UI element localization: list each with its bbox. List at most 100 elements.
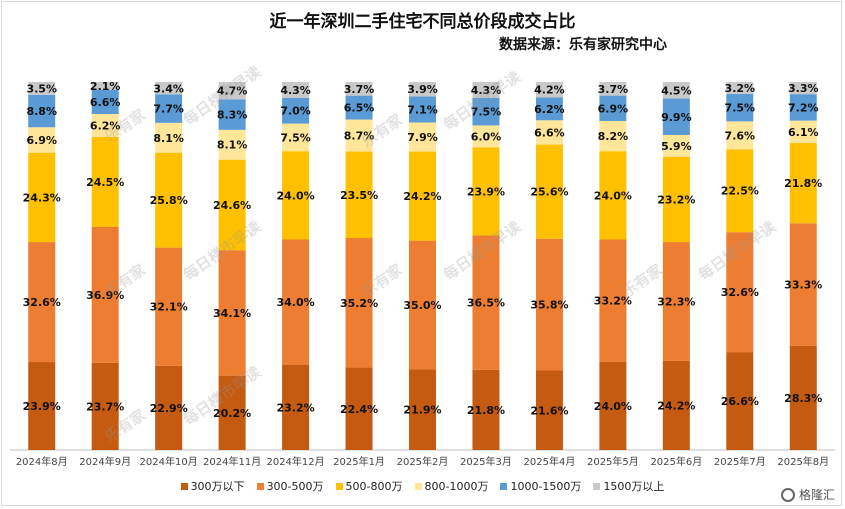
bar-segment — [599, 151, 627, 240]
bar-segment — [282, 97, 310, 124]
data-label: 7.7% — [153, 103, 184, 116]
bar-segment — [535, 144, 563, 239]
data-label: 21.9% — [403, 404, 441, 417]
data-label: 35.2% — [340, 297, 378, 310]
bar-segment — [535, 82, 563, 98]
data-label: 7.5% — [725, 102, 756, 115]
bar-segment — [345, 119, 373, 152]
bar-segment — [726, 121, 754, 150]
data-label: 6.2% — [90, 119, 121, 132]
data-label: 21.8% — [467, 404, 505, 417]
brand-text: 格隆汇 — [798, 488, 835, 502]
bar-segment — [726, 352, 754, 450]
bar-segment — [472, 82, 500, 98]
bar-segment — [345, 238, 373, 368]
x-tick-label: 2024年8月 — [16, 455, 68, 468]
legend-item: 1000-1500万 — [500, 478, 581, 494]
data-label: 23.9% — [23, 400, 61, 413]
bar-segment — [155, 152, 183, 248]
bar-segment — [28, 152, 56, 243]
bar-segment — [535, 370, 563, 450]
data-label: 34.1% — [213, 307, 251, 320]
legend-label: 1500万以上 — [603, 480, 665, 493]
x-tick-label: 2025年7月 — [714, 455, 766, 468]
data-label: 32.3% — [657, 296, 695, 309]
legend-item: 500-800万 — [335, 478, 403, 494]
data-label: 8.7% — [344, 130, 375, 143]
data-label: 3.9% — [407, 83, 438, 96]
data-label: 4.7% — [217, 85, 248, 98]
data-label: 23.7% — [86, 400, 124, 413]
data-label: 6.0% — [471, 130, 502, 143]
bar-segment — [472, 97, 500, 126]
bar-segment — [345, 151, 373, 239]
data-label: 6.1% — [788, 126, 819, 139]
data-label: 8.1% — [153, 132, 184, 145]
bar-segment — [282, 151, 310, 240]
data-label: 3.3% — [788, 82, 819, 95]
data-label: 20.2% — [213, 407, 251, 420]
data-label: 6.9% — [598, 102, 629, 115]
legend-item: 1500万以上 — [593, 478, 664, 494]
data-label: 35.0% — [403, 299, 441, 312]
data-label: 4.3% — [471, 84, 502, 97]
data-label: 5.9% — [661, 140, 692, 153]
data-label: 25.6% — [530, 186, 568, 199]
bar-segment — [535, 120, 563, 145]
data-label: 32.6% — [721, 286, 759, 299]
data-label: 8.2% — [598, 130, 629, 143]
bar-segment — [789, 345, 817, 450]
bar-segment — [662, 134, 690, 157]
data-label: 24.5% — [86, 176, 124, 189]
bar-segment — [155, 365, 183, 450]
data-label: 8.1% — [217, 139, 248, 152]
data-label: 3.7% — [598, 83, 629, 96]
data-label: 8.3% — [217, 109, 248, 122]
bar-segment — [91, 114, 119, 137]
brand-logo-icon — [780, 487, 795, 502]
bar-segment — [91, 362, 119, 450]
data-label: 24.3% — [23, 191, 61, 204]
legend-label: 800-1000万 — [424, 480, 489, 493]
bar-segment — [91, 226, 119, 363]
x-tick-label: 2024年10月 — [140, 455, 198, 468]
bar-segment — [155, 82, 183, 95]
bar-segment — [218, 375, 246, 450]
legend-item: 300-500万 — [256, 478, 324, 494]
x-tick-label: 2025年1月 — [333, 455, 385, 468]
data-label: 3.2% — [725, 82, 756, 95]
data-label: 28.3% — [784, 392, 822, 405]
data-label: 36.5% — [467, 297, 505, 310]
bar-segment — [409, 369, 436, 450]
brand-mark: 格隆汇 — [780, 486, 835, 503]
x-tick-label: 2025年6月 — [650, 455, 702, 468]
data-label: 33.3% — [784, 279, 822, 292]
bar-segment — [535, 238, 563, 371]
x-tick-label: 2024年11月 — [203, 455, 261, 468]
bar-segment — [91, 136, 119, 227]
bar-segment — [91, 82, 119, 90]
data-label: 3.4% — [153, 82, 184, 95]
bar-segment — [662, 156, 690, 243]
data-label: 24.6% — [213, 199, 251, 212]
legend-swatch — [335, 482, 343, 490]
legend-swatch — [414, 482, 422, 490]
bar-segment — [28, 242, 56, 363]
data-label: 8.8% — [26, 105, 57, 118]
x-tick-label: 2025年4月 — [524, 455, 576, 468]
data-label: 23.2% — [657, 193, 695, 206]
bar-segment — [789, 143, 817, 224]
bar-segment — [155, 247, 183, 366]
x-tick-label: 2025年5月 — [587, 455, 639, 468]
data-label: 22.9% — [150, 402, 188, 415]
data-label: 7.0% — [280, 105, 311, 118]
legend-swatch — [500, 482, 508, 490]
legend-label: 300-500万 — [266, 480, 324, 493]
data-label: 25.8% — [150, 194, 188, 207]
data-label: 23.2% — [276, 401, 314, 414]
bar-segment — [409, 122, 436, 152]
legend-swatch — [593, 482, 601, 490]
bar-segment — [599, 82, 627, 96]
bar-segment — [282, 239, 310, 365]
